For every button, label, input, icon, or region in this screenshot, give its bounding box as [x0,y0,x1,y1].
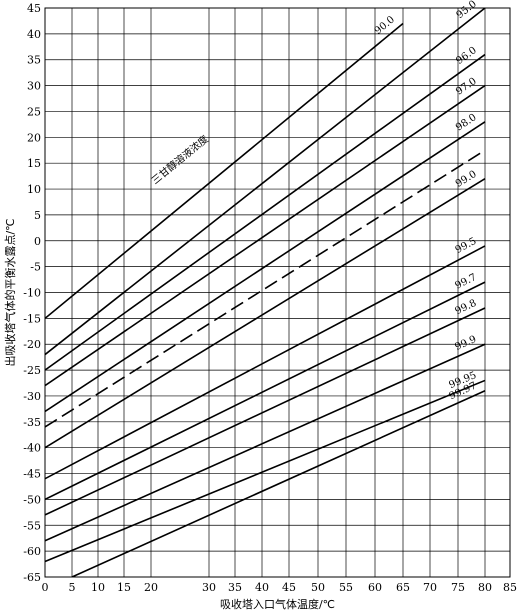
x-tick-label: 10 [91,581,105,594]
x-tick-label: 70 [423,581,437,594]
x-tick-label: 5 [69,581,76,594]
x-tick-label: 30 [202,581,216,594]
plot-frame [44,7,511,578]
series-line [45,22,404,319]
x-axis-title: 吸收塔入口气体温度/℃ [220,597,335,611]
y-tick-label: -45 [23,468,41,481]
series-labels: 90.095.096.097.098.099.099.599.799.899.9… [373,0,479,402]
y-tick-label: -30 [23,390,41,403]
y-tick-label: -55 [23,519,41,532]
grid [44,7,511,578]
x-tick-label: 80 [478,581,492,594]
dashed-reference-line [45,149,486,428]
y-tick-label: 45 [27,2,41,15]
y-tick-label: -60 [23,545,41,558]
y-tick-label: -50 [23,493,41,506]
series-label: 99.9 [453,334,478,353]
x-tick-label: 60 [368,581,382,594]
x-tick-label: 55 [339,581,353,594]
series-label: 99.7 [453,272,478,292]
y-tick-label: -20 [23,338,41,351]
series-lines [45,8,486,577]
x-tick-label: 45 [282,581,296,594]
series-line [45,245,486,480]
series-label: 99.8 [453,298,478,317]
y-tick-label: -35 [23,416,41,429]
x-tick-label: 65 [396,581,410,594]
y-tick-label: 0 [34,235,41,248]
series-label: 95.0 [455,0,479,21]
series-line [45,307,486,516]
series-line [71,390,486,577]
x-tick-label: 35 [228,581,242,594]
y-tick-label: 10 [27,183,41,196]
y-tick-label: 15 [27,157,41,170]
y-tick-label: 25 [27,105,41,118]
x-tick-label: 50 [311,581,325,594]
concentration-annotation: 三甘醇溶液浓度 [149,132,211,187]
y-tick-label: -25 [23,364,41,377]
series-label: 99.5 [454,236,479,256]
series-line [45,84,486,387]
x-tick-label: 15 [117,581,131,594]
series-line [45,281,486,501]
x-tick-label: 0 [42,581,49,594]
x-tick-label: 85 [503,581,517,594]
series-label: 99.0 [454,169,479,190]
x-tick-label: 75 [451,581,465,594]
y-tick-label: -40 [23,442,41,455]
series-line [45,53,486,371]
series-line [45,121,486,413]
y-tick-label: -5 [30,261,41,274]
y-tick-label: -65 [23,571,41,584]
series-line [45,8,486,356]
y-tick-label: -10 [23,287,41,300]
y-tick-label: 40 [27,28,41,41]
series-line [45,343,486,542]
y-tick-label: -15 [23,312,41,325]
axes: 0 5 10 15 20 30 35 40 45 50 55 60 65 70 75 80 8545403530… [23,2,517,594]
series-line [45,379,486,563]
x-tick-label: 40 [255,581,269,594]
y-axis-title: 出吸收塔气体的平衡水露点/℃ [3,218,17,366]
x-tick-label: 20 [144,581,158,594]
y-tick-label: 5 [34,209,41,222]
y-tick-label: 20 [27,131,41,144]
y-tick-label: 35 [27,54,41,67]
y-tick-label: 30 [27,80,41,93]
series-line [45,178,486,449]
